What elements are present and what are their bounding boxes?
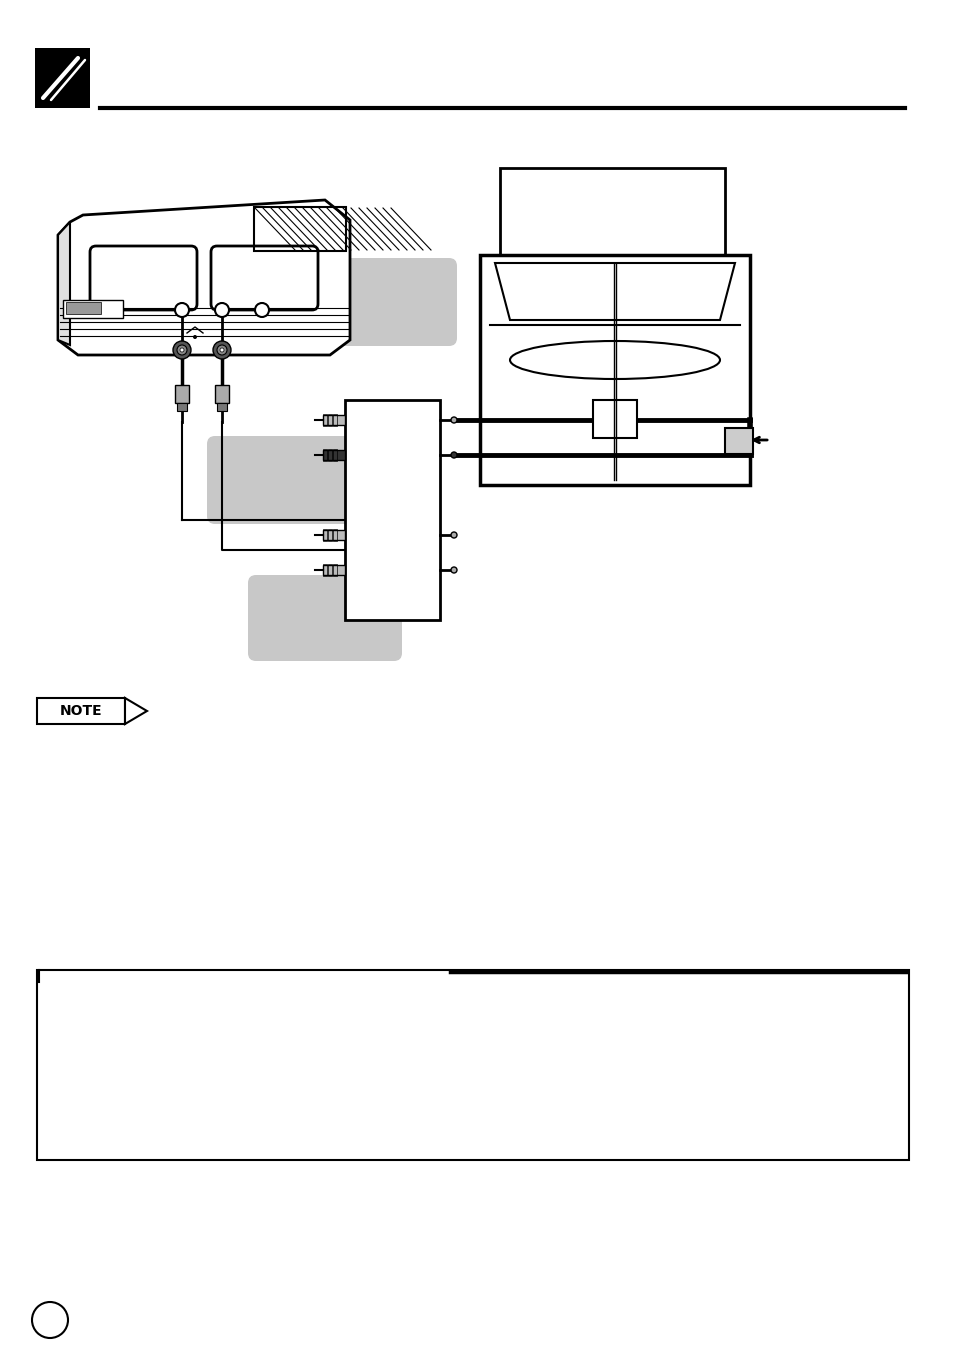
Circle shape xyxy=(451,452,456,458)
Bar xyxy=(254,208,345,250)
Polygon shape xyxy=(310,585,370,648)
Circle shape xyxy=(172,341,191,359)
Circle shape xyxy=(220,348,224,352)
Bar xyxy=(499,168,724,258)
Circle shape xyxy=(451,568,456,573)
Bar xyxy=(328,449,332,460)
Bar xyxy=(323,530,327,540)
FancyBboxPatch shape xyxy=(211,246,317,310)
Circle shape xyxy=(216,345,227,354)
Bar xyxy=(479,255,749,485)
Polygon shape xyxy=(495,263,734,320)
Bar xyxy=(724,428,752,454)
Bar xyxy=(328,530,332,540)
Circle shape xyxy=(32,1302,68,1338)
Bar xyxy=(345,401,439,621)
Bar xyxy=(177,403,187,411)
Bar xyxy=(66,301,101,314)
Text: NOTE: NOTE xyxy=(60,703,102,718)
Bar xyxy=(323,416,345,425)
FancyBboxPatch shape xyxy=(293,258,456,346)
Bar xyxy=(593,401,637,439)
FancyBboxPatch shape xyxy=(207,436,363,524)
Circle shape xyxy=(451,532,456,538)
Bar xyxy=(63,300,123,318)
Bar xyxy=(333,449,336,460)
Bar xyxy=(323,449,327,460)
Circle shape xyxy=(193,335,196,340)
Bar xyxy=(216,403,227,411)
Circle shape xyxy=(174,303,189,316)
Bar xyxy=(253,206,346,251)
Circle shape xyxy=(214,303,229,316)
Bar xyxy=(333,564,336,576)
Bar xyxy=(323,449,345,460)
Polygon shape xyxy=(58,200,350,354)
Polygon shape xyxy=(58,221,70,345)
Ellipse shape xyxy=(510,341,720,379)
Bar xyxy=(37,970,908,1160)
Bar xyxy=(214,386,229,403)
Circle shape xyxy=(213,341,231,359)
Bar xyxy=(333,530,336,540)
Bar xyxy=(328,414,332,426)
Bar xyxy=(37,698,125,724)
Bar xyxy=(328,564,332,576)
Bar xyxy=(323,564,327,576)
Circle shape xyxy=(451,417,456,422)
Bar xyxy=(35,48,90,109)
Circle shape xyxy=(180,348,184,352)
Bar xyxy=(323,530,345,540)
FancyBboxPatch shape xyxy=(248,574,401,661)
Bar xyxy=(174,386,189,403)
Bar xyxy=(323,414,327,426)
Polygon shape xyxy=(125,698,147,724)
Circle shape xyxy=(254,303,269,316)
Bar xyxy=(323,565,345,574)
Circle shape xyxy=(177,345,187,354)
Polygon shape xyxy=(319,333,385,345)
FancyBboxPatch shape xyxy=(90,246,196,310)
Bar xyxy=(333,414,336,426)
